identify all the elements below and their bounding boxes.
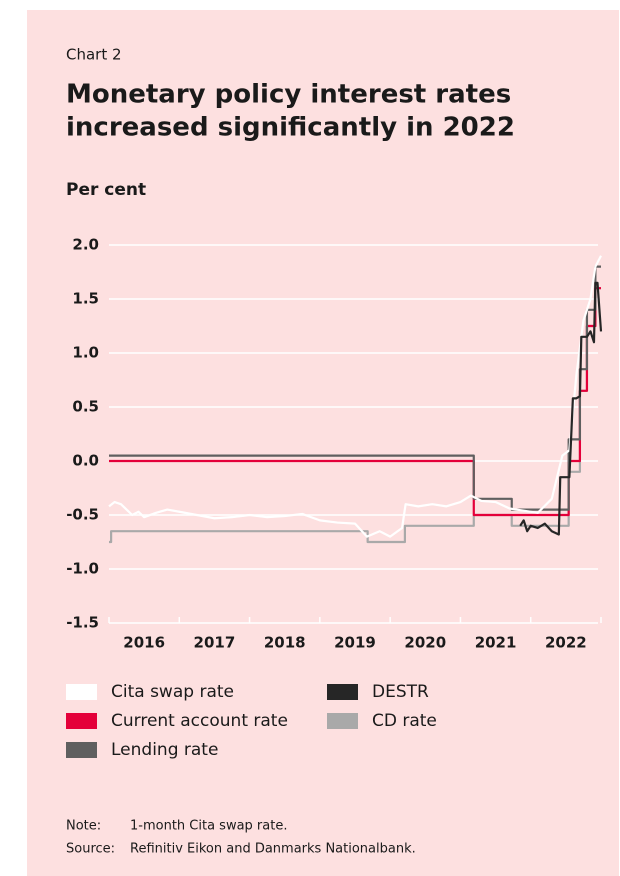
legend-label: DESTR bbox=[372, 682, 429, 702]
legend-swatch bbox=[66, 742, 97, 758]
source-label: Source: bbox=[66, 842, 115, 857]
x-tick-label: 2022 bbox=[545, 634, 587, 652]
chart-title: increased significantly in 2022 bbox=[66, 113, 515, 143]
x-tick-label: 2016 bbox=[123, 634, 165, 652]
chart-title: Monetary policy interest rates bbox=[66, 80, 511, 110]
legend-swatch bbox=[66, 684, 97, 700]
series-line bbox=[108, 255, 602, 538]
x-tick-label: 2021 bbox=[475, 634, 517, 652]
chart-panel bbox=[27, 10, 619, 876]
x-tick-label: 2018 bbox=[264, 634, 306, 652]
y-tick-label: 2.0 bbox=[72, 236, 99, 254]
y-tick-label: -0.5 bbox=[66, 506, 99, 524]
y-tick-label: 0.5 bbox=[72, 398, 99, 416]
chart-label: Chart 2 bbox=[66, 46, 122, 64]
legend-label: Cita swap rate bbox=[111, 682, 234, 702]
legend-swatch bbox=[327, 684, 358, 700]
legend-label: Current account rate bbox=[111, 711, 288, 731]
legend-swatch bbox=[327, 713, 358, 729]
legend-label: Lending rate bbox=[111, 740, 218, 760]
source-text: Refinitiv Eikon and Danmarks Nationalban… bbox=[130, 842, 416, 857]
x-tick-label: 2020 bbox=[404, 634, 446, 652]
legend-label: CD rate bbox=[372, 711, 437, 731]
x-tick-label: 2019 bbox=[334, 634, 376, 652]
y-tick-label: -1.5 bbox=[66, 614, 99, 632]
y-axis-label: Per cent bbox=[66, 180, 146, 200]
note-label: Note: bbox=[66, 819, 101, 834]
note-text: 1-month Cita swap rate. bbox=[130, 819, 287, 834]
y-tick-label: 1.0 bbox=[72, 344, 99, 362]
y-tick-label: -1.0 bbox=[66, 560, 99, 578]
y-tick-label: 1.5 bbox=[72, 290, 99, 308]
series-line bbox=[519, 281, 603, 536]
x-tick-label: 2017 bbox=[194, 634, 236, 652]
legend-swatch bbox=[66, 713, 97, 729]
y-tick-label: 0.0 bbox=[72, 452, 99, 470]
